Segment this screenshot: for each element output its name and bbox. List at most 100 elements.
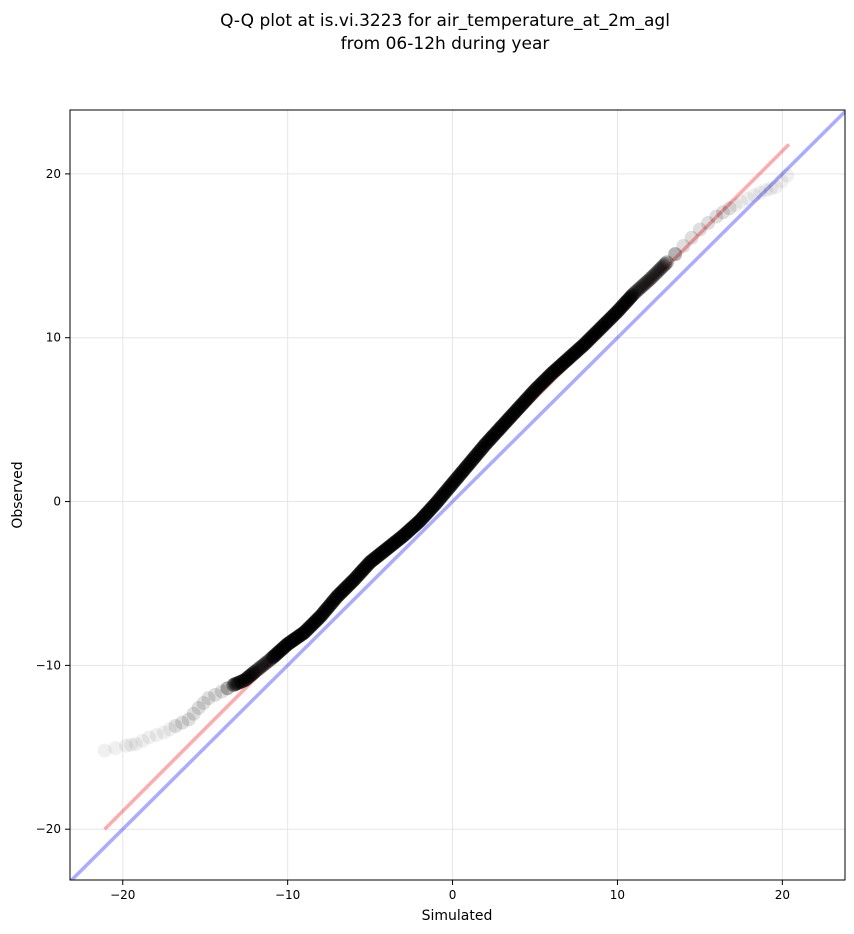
data-point [201,691,216,706]
data-point [228,677,243,692]
data-point [191,700,206,715]
data-point [638,276,653,291]
data-point [650,265,665,280]
data-point [97,743,112,758]
data-point [230,676,245,691]
data-point [108,741,123,756]
data-point [237,673,252,688]
data-point [728,198,743,213]
data-point [243,668,258,683]
data-point [254,659,269,674]
data-point [625,288,640,303]
data-point [196,696,211,711]
data-point [119,738,134,753]
data-point [709,209,724,224]
data-point [168,719,183,733]
data-point [641,273,656,288]
data-point [181,712,196,727]
data-point [238,672,253,687]
data-point [651,263,666,278]
data-points [97,168,795,758]
chart-title: Q-Q plot at is.vi.3223 for air_temperatu… [220,11,670,31]
data-point [235,674,250,689]
data-point [241,669,256,684]
data-point [240,670,255,685]
data-point [246,665,261,680]
data-point [630,283,645,298]
plot-frame [69,109,846,881]
data-point [247,664,262,679]
data-point [250,662,265,677]
data-point [774,174,789,189]
data-point [124,737,139,752]
data-point [239,671,254,686]
data-point [676,238,691,253]
data-point [763,181,778,196]
y-tick-label: 20 [46,167,61,181]
data-point [229,676,244,691]
data-point [684,230,699,245]
data-point [255,658,270,673]
data-point [628,285,643,300]
x-axis: −20 −10 0 10 20 [110,880,790,902]
data-point [640,274,655,289]
data-point [654,260,669,275]
data-point [658,257,673,271]
data-point [633,280,648,295]
data-point [128,737,143,752]
identity-line [70,110,845,880]
data-point [175,715,190,730]
x-tick-label: 0 [449,888,457,902]
x-tick-label: 10 [610,888,625,902]
data-point [645,270,660,285]
data-point [722,201,737,216]
x-tick-label: −20 [110,888,135,902]
data-point [659,255,674,270]
chart-subtitle: from 06-12h during year [341,34,550,54]
y-tick-label: −20 [36,822,61,836]
data-point [244,667,259,682]
data-point [747,188,762,203]
data-point [668,247,683,262]
x-tick-label: −10 [275,888,300,902]
data-point [753,185,768,200]
data-point [186,706,201,721]
reference-lines [70,110,845,880]
data-point [156,725,171,740]
data-point [142,730,157,745]
data-point [734,194,749,209]
data-point [242,669,257,684]
data-point [635,279,650,294]
data-point [758,183,773,198]
data-point [636,277,651,292]
y-axis-label: Observed [10,461,26,528]
data-point [232,675,247,690]
data-point [249,663,264,678]
y-axis: −20 −10 0 10 20 [36,167,70,836]
data-point [252,661,267,676]
grid [70,110,845,880]
data-point [226,678,241,693]
x-axis-label: Simulated [422,908,493,924]
data-point [214,684,229,699]
data-point [233,675,248,690]
data-point [135,733,150,748]
data-point [656,258,671,273]
y-tick-label: −10 [36,658,61,672]
data-point [648,266,663,281]
data-point [208,687,223,702]
data-point [715,205,730,220]
x-tick-label: 20 [775,888,790,902]
y-tick-label: 0 [53,495,61,509]
data-point [768,180,783,194]
data-point [227,677,242,692]
y-tick-label: 10 [46,331,61,345]
data-point [646,268,661,283]
data-point [149,728,164,743]
data-point [631,282,646,297]
data-point [653,261,668,276]
data-point [220,681,235,696]
data-point [236,673,251,688]
data-point [692,222,707,237]
